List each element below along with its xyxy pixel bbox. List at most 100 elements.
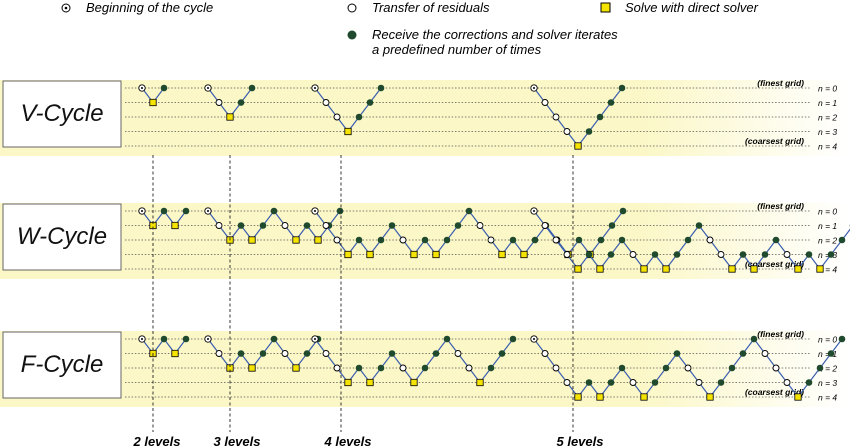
direct-solver-marker	[728, 265, 736, 273]
level-label: n = 2	[818, 113, 837, 123]
cycle-panels: n = 0 n = 1 n = 2 n = 3 n = 4 (finest grid) (c…	[0, 78, 850, 407]
beginning-marker-center	[533, 87, 535, 89]
correction-marker	[750, 335, 758, 343]
cycle-5-levels	[530, 335, 846, 401]
correction-marker	[597, 236, 605, 244]
transfer-marker	[322, 350, 330, 357]
correction-marker	[237, 350, 245, 357]
correction-marker	[303, 350, 311, 357]
panel-title: F-Cycle	[21, 351, 104, 378]
transfer-marker	[629, 251, 637, 258]
correction-marker	[618, 236, 626, 244]
direct-solver-marker	[640, 265, 648, 273]
beginning-marker-center	[207, 210, 209, 212]
direct-solver-marker	[344, 250, 352, 259]
correction-marker	[355, 113, 363, 121]
cycle-3-levels	[204, 84, 256, 121]
direct-solver-marker	[171, 349, 179, 358]
direct-solver-marker	[574, 142, 582, 150]
coarsest-grid-label: (coarsest grid)	[745, 136, 804, 146]
direct-solver-marker-icon	[600, 2, 611, 13]
level-label: n = 4	[818, 265, 837, 275]
depth-label: 5 levels	[557, 434, 604, 448]
legend-corrections-line2: a predefined number of times	[372, 42, 542, 57]
correction-marker	[270, 335, 278, 343]
correction-marker	[432, 350, 440, 357]
cycle-5-levels	[530, 84, 626, 150]
finest-grid-label: (finest grid)	[757, 201, 804, 211]
transfer-marker	[563, 251, 571, 258]
correction-marker	[487, 364, 495, 372]
correction-marker	[728, 364, 736, 372]
correction-marker	[336, 207, 344, 215]
panel-w-cycle: n = 0 n = 1 n = 2 n = 3 n = 4 (finest grid) (c…	[0, 201, 850, 279]
beginning-marker-center	[141, 338, 143, 340]
transfer-marker	[333, 236, 341, 244]
correction-marker	[259, 350, 267, 357]
correction-marker	[838, 236, 846, 244]
panel-v-cycle: n = 0 n = 1 n = 2 n = 3 n = 4 (finest grid) (c…	[0, 78, 850, 156]
direct-solver-marker	[574, 265, 582, 273]
transfer-marker	[629, 379, 637, 386]
direct-solver-marker	[292, 236, 300, 244]
direct-solver-marker	[816, 265, 824, 273]
transfer-marker	[215, 350, 223, 357]
direct-solver-marker	[410, 378, 418, 387]
correction-marker	[607, 379, 615, 386]
finest-grid-label: (finest grid)	[757, 329, 804, 339]
transfer-marker	[761, 350, 769, 357]
transfer-marker	[772, 364, 780, 372]
correction-marker	[531, 236, 539, 244]
direct-solver-marker	[314, 236, 322, 244]
level-label: n = 0	[818, 335, 837, 345]
transfer-marker	[215, 222, 223, 229]
correction-marker	[585, 128, 593, 135]
depth-guides	[152, 155, 574, 432]
correction-marker	[182, 335, 190, 343]
transfer-marker	[476, 222, 484, 229]
transfer-marker	[541, 99, 549, 106]
correction-marker	[607, 99, 615, 106]
correction-marker	[303, 222, 311, 229]
level-label: n = 0	[818, 84, 837, 94]
cycle-2-levels	[138, 207, 190, 230]
correction-marker	[259, 222, 267, 229]
direct-solver-marker	[574, 393, 582, 401]
direct-solver-marker	[794, 265, 802, 273]
correction-marker	[388, 222, 396, 229]
panel-f-cycle: n = 0 n = 1 n = 2 n = 3 n = 4 (finest grid) (c…	[0, 329, 850, 407]
panel-title: W-Cycle	[17, 223, 107, 250]
correction-marker	[454, 222, 462, 229]
correction-marker	[618, 84, 626, 92]
transfer-marker	[783, 251, 791, 258]
correction-marker	[684, 236, 692, 244]
panel-band	[0, 80, 850, 156]
correction-marker	[366, 99, 374, 106]
level-label: n = 2	[818, 364, 837, 374]
level-label: n = 3	[818, 378, 837, 388]
correction-marker	[160, 207, 168, 215]
direct-solver-marker	[432, 250, 440, 259]
direct-solver-marker	[476, 378, 484, 387]
cycle-4-levels	[311, 84, 385, 136]
transfer-marker	[465, 364, 473, 372]
level-label: n = 1	[818, 349, 837, 359]
correction-marker	[673, 251, 681, 258]
correction-marker	[838, 335, 846, 343]
direct-solver-marker	[226, 113, 234, 121]
beginning-marker-center	[141, 87, 143, 89]
correction-marker	[377, 364, 385, 372]
correction-marker	[498, 350, 506, 357]
correction-marker-icon	[347, 30, 357, 40]
direct-solver-marker	[292, 364, 300, 372]
transfer-marker	[552, 364, 560, 372]
transfer-marker	[487, 236, 495, 244]
panel-title-box	[2, 331, 122, 399]
correction-marker	[619, 207, 627, 215]
correction-marker	[739, 350, 747, 357]
transfer-marker	[695, 379, 703, 386]
legend-corrections-line1: Receive the corrections and solver itera…	[372, 27, 618, 42]
correction-marker	[673, 350, 681, 357]
direct-solver-marker	[662, 265, 670, 273]
correction-marker	[739, 251, 747, 258]
